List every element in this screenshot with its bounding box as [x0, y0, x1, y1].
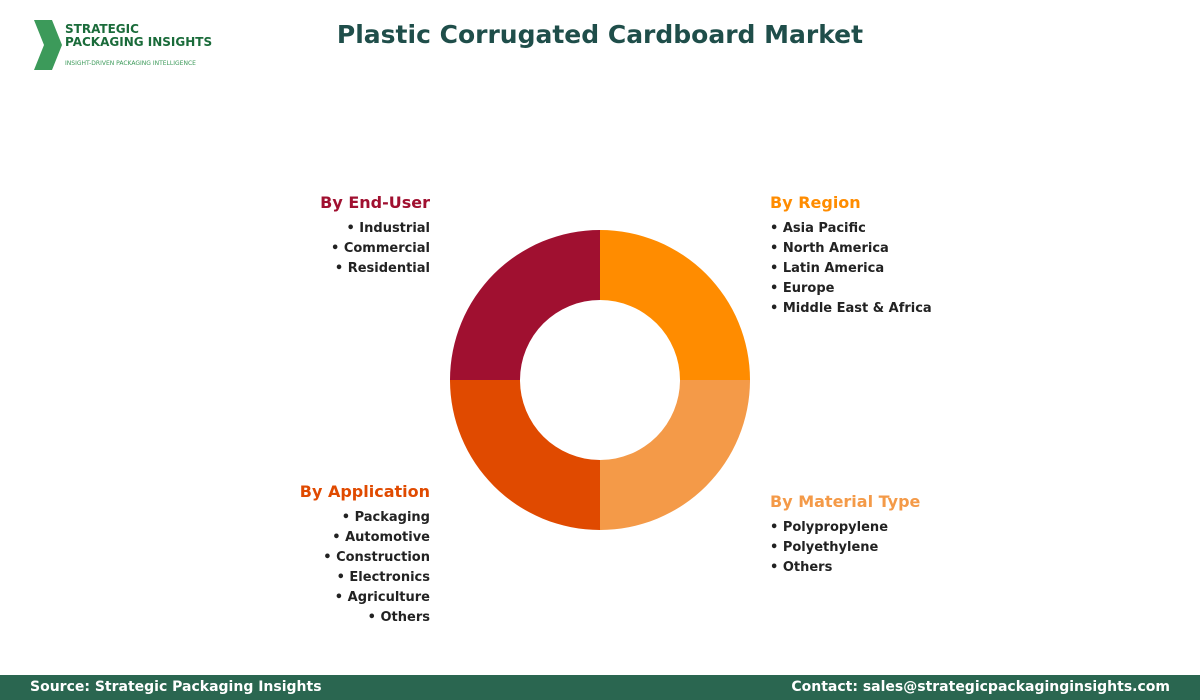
segment-heading: By Region — [770, 193, 861, 212]
segment-item: Others — [130, 608, 431, 628]
segment-item: Polyethylene — [770, 538, 1070, 558]
segment-heading: By Material Type — [770, 492, 921, 511]
segment-item: Asia Pacific — [770, 219, 1070, 239]
segment-item: Electronics — [130, 568, 430, 588]
region-segment — [600, 230, 750, 380]
logo-mark — [34, 20, 62, 70]
title: Plastic Corrugated Cardboard Market — [336, 20, 864, 49]
segment-item: Middle East & Africa — [770, 299, 1070, 319]
segment-item: Europe — [770, 279, 1070, 299]
segment-item: Industrial — [130, 219, 430, 239]
segment-legend: By End-User IndustrialCommercialResidenti… — [130, 193, 430, 279]
source: Source: Strategic Packaging Insights — [30, 679, 322, 695]
application-segment — [450, 380, 600, 530]
segment-item: Others — [770, 558, 1070, 578]
end-user-segment — [450, 230, 600, 380]
segment-heading: By End-User — [320, 193, 430, 212]
segment-legend: By Region Asia PacificNorth AmericaLatin … — [770, 193, 1070, 319]
segment-item: Residential — [130, 259, 430, 279]
segment-item: Polypropylene — [770, 518, 1070, 538]
contact: Contact: sales@strategicpackaginginsight… — [791, 679, 1170, 695]
segment-item: North America — [770, 239, 1070, 259]
segment-item: Agriculture — [130, 588, 430, 608]
segment-heading: By Application — [299, 482, 430, 501]
logo-text: STRATEGIC PACKAGING INSIGHTS — [65, 23, 212, 49]
segment-item: Commercial — [130, 239, 430, 259]
logo-tagline: INSIGHT-DRIVEN PACKAGING INTELLIGENCE — [65, 60, 196, 67]
segment-legend: By Application PackagingAutomotiveConstru… — [130, 482, 430, 628]
segment-item: Packaging — [130, 508, 430, 528]
segment-item: Latin America — [770, 259, 1070, 279]
logo-line: STRATEGIC — [65, 22, 139, 36]
segment-item: Construction — [130, 548, 430, 568]
segment-legend: By Material Type PolypropylenePolyethylen… — [770, 492, 1070, 578]
segment-item: Automotive — [130, 528, 430, 548]
material-segment — [600, 380, 750, 530]
logo-line: PACKAGING INSIGHTS — [65, 35, 213, 49]
footer: Source: Strategic Packaging Insights Con… — [0, 675, 1200, 700]
